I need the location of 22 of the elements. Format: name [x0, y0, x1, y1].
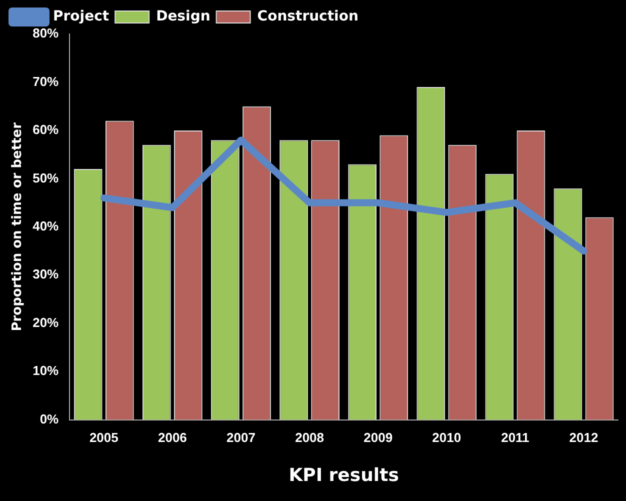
y-tick-label: 60% — [32, 122, 60, 138]
x-tick-label: 2006 — [158, 430, 187, 446]
x-tick-label: 2012 — [569, 430, 598, 446]
y-axis-title: Proportion on time or better — [10, 122, 26, 332]
legend-label: Project — [53, 8, 110, 25]
y-tick-label: 30% — [32, 266, 60, 282]
x-tick-label: 2009 — [364, 430, 393, 446]
x-tick-label: 2008 — [295, 430, 324, 446]
x-tick-label: 2005 — [89, 430, 118, 446]
y-tick-label: 80% — [32, 26, 60, 41]
y-tick-label: 20% — [32, 314, 60, 330]
legend-label: Construction — [257, 8, 358, 25]
x-tick-label: 2007 — [226, 430, 256, 446]
y-tick-label: 10% — [32, 363, 60, 378]
x-tick-label: 2010 — [432, 430, 462, 446]
legend-label: Design — [156, 8, 210, 25]
x-tick-label: 2011 — [501, 430, 530, 446]
y-tick-label: 70% — [32, 74, 60, 89]
x-axis-title: KPI results — [288, 464, 399, 486]
y-tick-label: 0% — [40, 411, 60, 426]
y-tick-label: 40% — [32, 218, 60, 234]
y-tick-label: 50% — [32, 170, 60, 186]
